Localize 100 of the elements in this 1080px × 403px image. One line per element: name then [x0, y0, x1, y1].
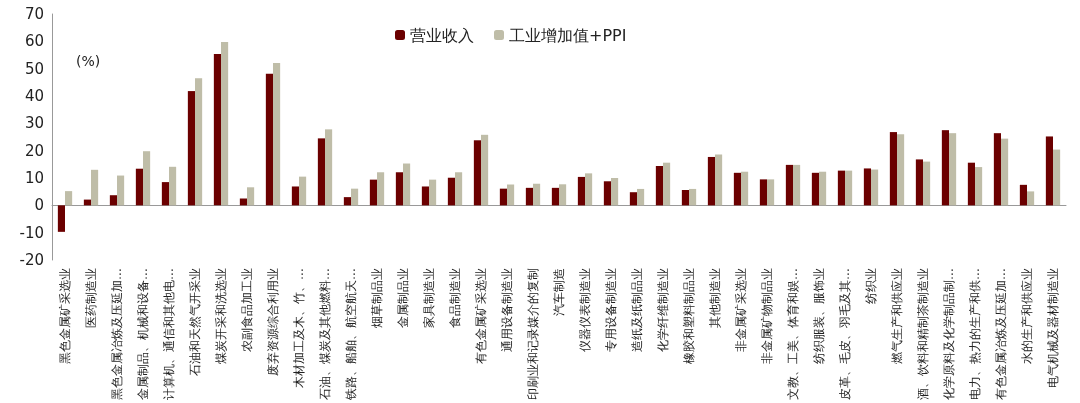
bar	[733, 172, 741, 206]
bar	[663, 162, 671, 206]
x-tick-label: 家具制造业	[422, 268, 436, 328]
bar	[1001, 138, 1009, 206]
bar	[299, 176, 307, 206]
bar	[681, 190, 689, 206]
y-tick-label: 70	[24, 5, 44, 23]
x-tick-label: 石油和天然气开采业	[188, 268, 202, 376]
bar	[1019, 184, 1027, 206]
bar	[265, 73, 273, 206]
bar	[481, 134, 489, 206]
bar	[1053, 149, 1061, 206]
x-tick-label: 电气机械及器材制造业	[1046, 268, 1060, 388]
x-tick-label: 通用设备制造业	[500, 268, 514, 352]
bar	[291, 186, 299, 206]
y-tick-label: 0	[34, 196, 44, 215]
x-tick-label: 废弃资源综合利用业	[266, 268, 280, 376]
bar	[395, 172, 403, 206]
bar	[343, 197, 351, 206]
bar	[759, 179, 767, 206]
bar	[377, 172, 385, 206]
bar	[655, 165, 663, 206]
bar	[689, 188, 697, 206]
bar	[447, 177, 455, 206]
bar	[65, 191, 73, 206]
x-tick-label: 食品制造业	[448, 268, 462, 328]
x-tick-label: 化学纤维制造业	[656, 268, 670, 352]
y-tick-label: 10	[24, 169, 44, 187]
bar	[403, 163, 411, 206]
x-tick-label: 文教、工美、体育和娱…	[786, 268, 800, 400]
bar	[213, 53, 221, 206]
bar	[741, 171, 749, 206]
x-tick-label: 煤炭开采和洗选业	[214, 268, 228, 364]
bar	[793, 164, 801, 206]
x-tick-label: 烟草制品业	[370, 268, 384, 328]
bar	[785, 164, 793, 206]
bar	[923, 161, 931, 206]
y-axis-title: (%)	[76, 53, 101, 69]
bar	[577, 176, 585, 206]
bar	[993, 133, 1001, 206]
x-tick-label: 燃气生产和供应业	[890, 268, 904, 364]
x-tick-label: 金属制品、机械和设备…	[136, 268, 150, 400]
bar	[915, 159, 923, 206]
bar	[351, 188, 359, 206]
x-tick-label: 黑色金属矿采选业	[58, 268, 72, 364]
y-tick-label: 40	[24, 87, 44, 105]
x-tick-label: 电力、热力的生产和供…	[968, 268, 982, 400]
legend-label: 营业收入	[410, 25, 474, 45]
x-tick-label: 专用设备制造业	[604, 268, 618, 352]
bar	[637, 188, 645, 206]
bar	[629, 192, 637, 206]
bar	[845, 170, 853, 206]
bar	[429, 179, 437, 206]
bar	[533, 183, 541, 206]
bar	[143, 151, 151, 206]
y-tick-label: 60	[24, 32, 44, 51]
x-tick-label: 计算机、通信和其他电…	[162, 268, 176, 400]
x-tick-label: 纺织服装、服饰业	[812, 268, 826, 364]
x-tick-label: 医药制造业	[84, 268, 98, 328]
x-tick-label: 酒、饮料和精制茶制造业	[916, 268, 930, 400]
x-tick-label: 铁路、船舶、航空航天…	[344, 268, 358, 401]
bar	[247, 187, 255, 206]
bar	[871, 169, 879, 206]
legend-label: 工业增加值+PPI	[509, 25, 627, 45]
x-tick-label: 黑色金属冶炼及压延加…	[110, 268, 124, 400]
bar	[1027, 191, 1035, 206]
bar	[325, 129, 333, 206]
x-tick-label: 木材加工及木、竹、…	[292, 268, 306, 388]
bar	[57, 205, 65, 232]
bar	[863, 168, 871, 206]
bar	[811, 172, 819, 206]
bar	[135, 168, 143, 206]
bar	[715, 154, 723, 206]
bar	[117, 175, 125, 206]
bar	[559, 184, 567, 206]
bar	[941, 130, 949, 206]
bar	[317, 138, 325, 206]
bar	[611, 178, 619, 206]
x-tick-label: 非金属矿采选业	[734, 268, 748, 352]
x-tick-label: 汽车制造	[552, 268, 566, 316]
bar	[897, 134, 905, 206]
bar	[949, 133, 957, 206]
x-tick-label: 其他制造业	[708, 268, 722, 328]
bar	[889, 132, 897, 206]
x-tick-label: 仪器仪表制造业	[578, 268, 592, 352]
bar	[551, 187, 559, 206]
x-tick-label: 石油、煤炭及其他燃料…	[318, 268, 332, 400]
bar	[369, 179, 377, 206]
bar	[603, 181, 611, 206]
x-tick-label: 造纸及纸制品业	[630, 268, 644, 352]
bar	[967, 162, 975, 206]
bar	[221, 41, 229, 206]
y-tick-label: 30	[24, 114, 44, 133]
bar	[499, 188, 507, 206]
x-tick-label: 皮革、毛皮、羽毛及其…	[838, 268, 852, 400]
x-tick-label: 水的生产和供应业	[1020, 268, 1034, 364]
x-tick-label: 橡胶和塑料制品业	[682, 268, 696, 364]
bar	[455, 172, 463, 206]
bar	[187, 91, 195, 206]
x-tick-label: 印刷业和记录媒介的复制	[526, 268, 540, 400]
